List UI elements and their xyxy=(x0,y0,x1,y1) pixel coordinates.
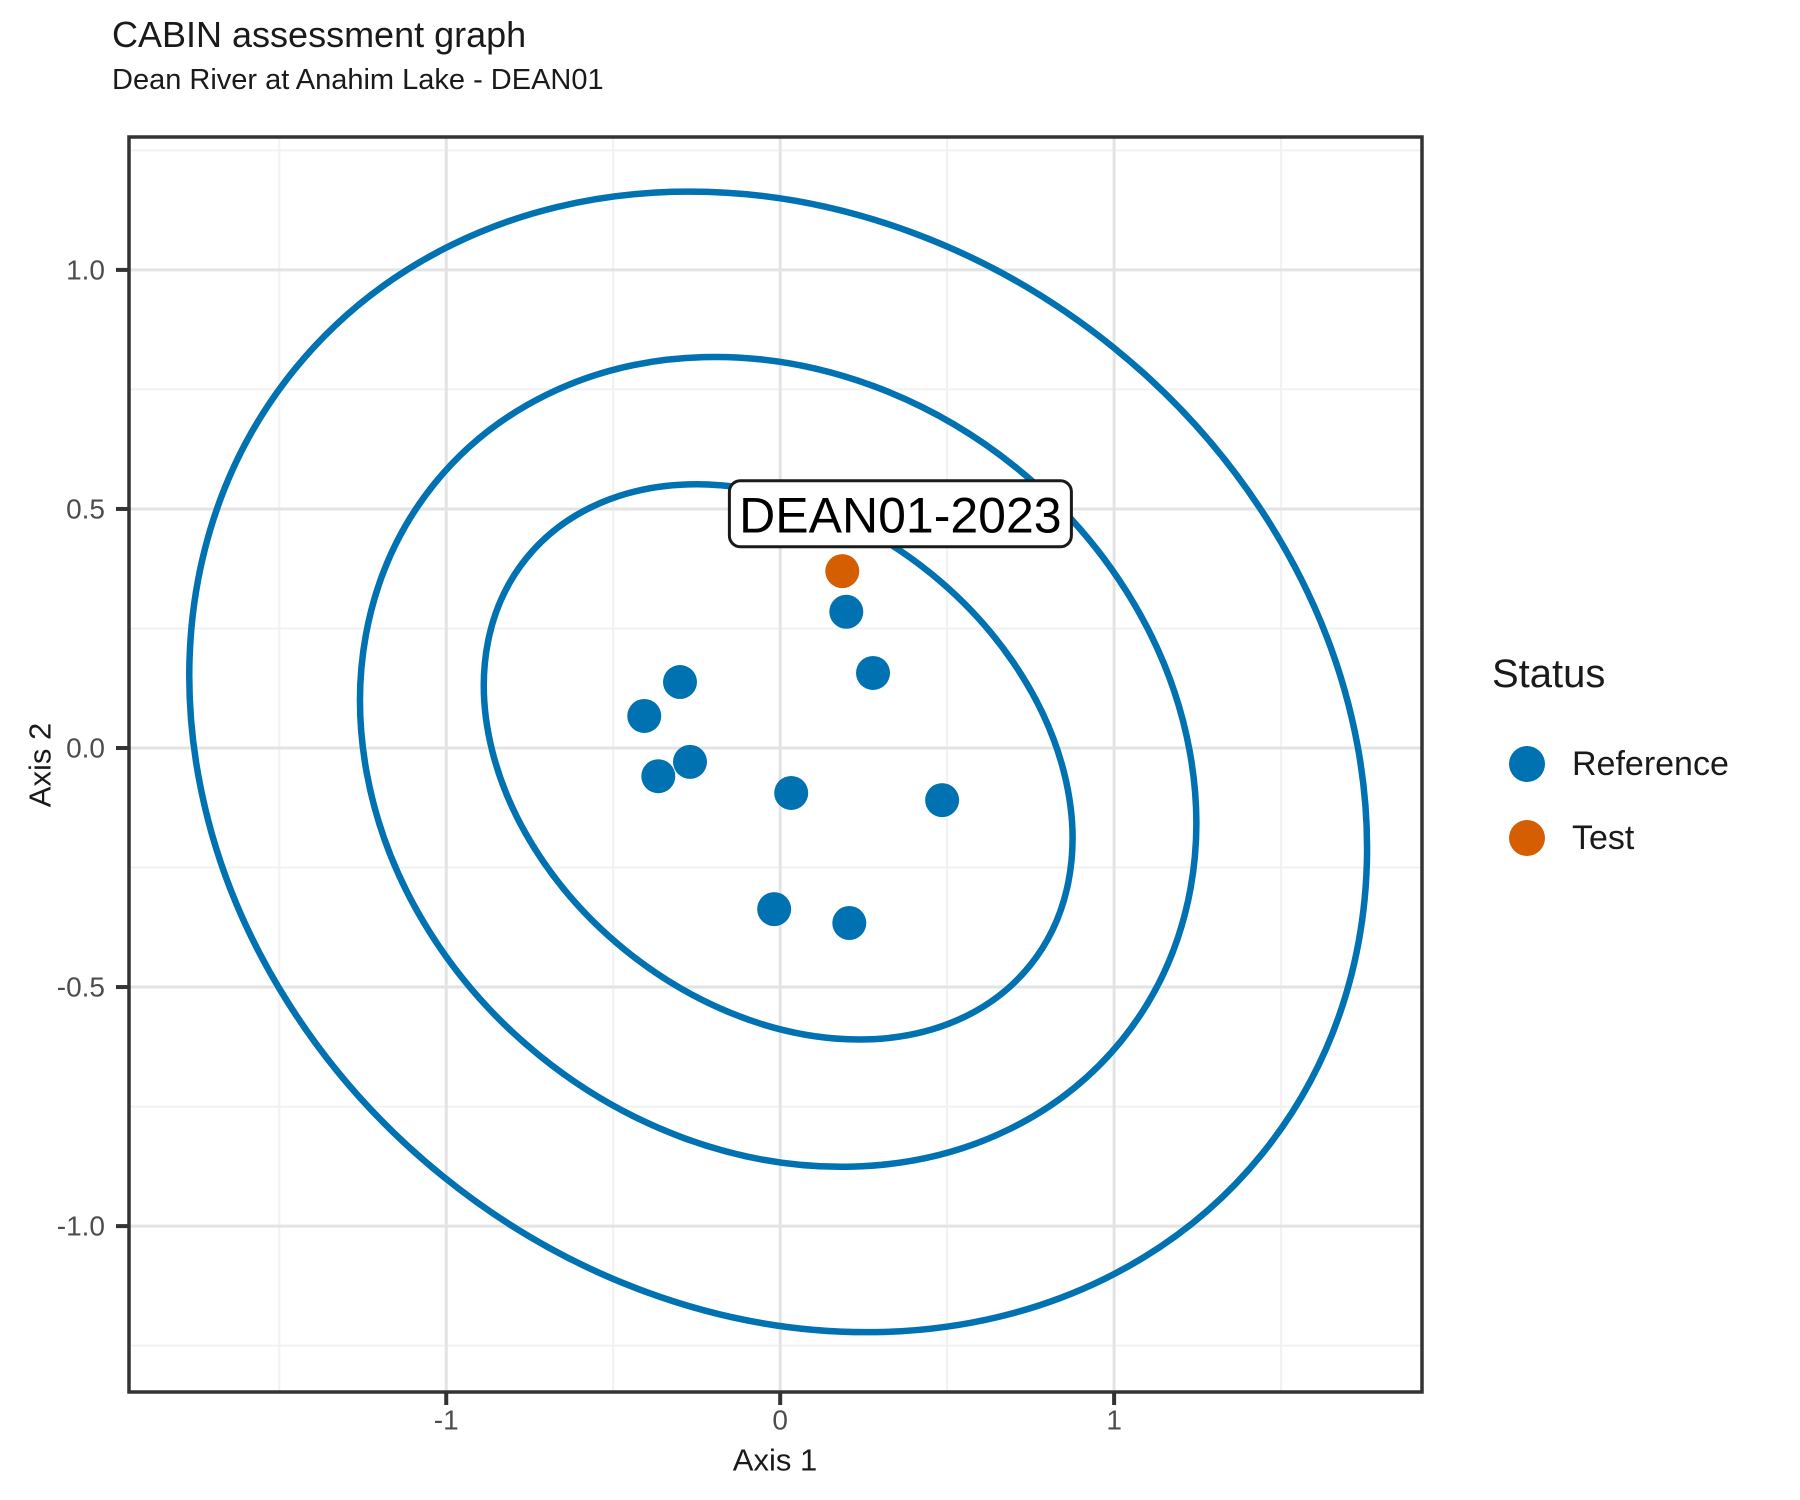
y-tick-label: 0.0 xyxy=(66,733,105,764)
x-tick-label: -1 xyxy=(434,1405,459,1436)
data-point-test xyxy=(825,554,860,589)
annotation-box xyxy=(727,479,1073,549)
data-point-reference xyxy=(627,698,662,733)
y-tick-label: 0.5 xyxy=(66,493,105,524)
y-axis-title: Axis 2 xyxy=(23,723,58,807)
legend-label-reference: Reference xyxy=(1572,744,1729,783)
reference-swatch-icon xyxy=(1509,746,1545,782)
data-point-reference xyxy=(673,744,708,779)
legend-item-test: Test xyxy=(1488,801,1729,875)
chart-subtitle: Dean River at Anahim Lake - DEAN01 xyxy=(112,64,604,96)
x-tick-label: 1 xyxy=(1106,1405,1122,1436)
legend: Status Reference Test xyxy=(1488,652,1729,875)
test-swatch-icon xyxy=(1509,820,1545,856)
y-tick-label: 1.0 xyxy=(66,254,105,285)
confidence-ellipse-group-1 xyxy=(186,188,1371,1336)
data-point-reference xyxy=(832,905,867,940)
data-point-reference xyxy=(925,783,960,818)
confidence-ellipse xyxy=(186,188,1371,1336)
y-tick-label: -1.0 xyxy=(57,1211,105,1242)
legend-label-test: Test xyxy=(1572,818,1635,857)
data-point-reference xyxy=(856,655,891,690)
legend-item-reference: Reference xyxy=(1488,727,1729,801)
y-tick-label: -0.5 xyxy=(57,972,105,1003)
annotation-label: DEAN01-2023 xyxy=(739,488,1061,544)
chart-title: CABIN assessment graph xyxy=(112,14,527,55)
confidence-ellipse xyxy=(356,353,1200,1171)
data-point-reference xyxy=(757,892,792,927)
data-point-reference xyxy=(829,594,864,629)
panel-border xyxy=(127,135,1424,1394)
x-tick-label: 0 xyxy=(772,1405,788,1436)
data-point-reference xyxy=(641,759,676,794)
legend-title: Status xyxy=(1492,652,1606,696)
confidence-ellipse-group-2 xyxy=(356,353,1200,1171)
data-point-reference xyxy=(662,665,697,700)
x-axis-title: Axis 1 xyxy=(733,1443,817,1478)
data-point-reference xyxy=(774,775,809,810)
